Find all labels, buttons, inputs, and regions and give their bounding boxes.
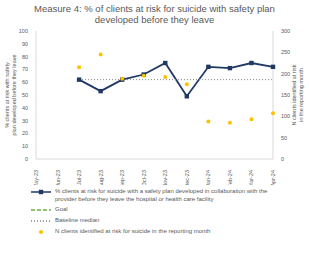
- svg-text:Oct-23: Oct-23: [141, 170, 147, 185]
- html-text:Baseline median: Baseline median: [55, 217, 100, 223]
- svg-text:100: 100: [19, 28, 28, 34]
- svg-text:200: 200: [281, 71, 290, 77]
- svg-text:N clients identified at riskin: N clients identified at riskin the repor…: [291, 64, 301, 125]
- svg-text:90: 90: [22, 41, 28, 47]
- svg-text:% clients at risk with safetyp: % clients at risk with safetyplan develo…: [8, 54, 17, 135]
- svg-text:0: 0: [281, 156, 284, 162]
- svg-text:100: 100: [281, 113, 290, 119]
- svg-text:80: 80: [22, 54, 28, 60]
- svg-text:Mar-24: Mar-24: [248, 170, 254, 185]
- svg-text:30: 30: [22, 118, 28, 124]
- svg-text:Nov-23: Nov-23: [162, 170, 168, 185]
- svg-text:20: 20: [22, 130, 28, 136]
- svg-text:Jun-23: Jun-23: [55, 170, 61, 185]
- svg-text:Jul-23: Jul-23: [76, 170, 82, 185]
- html-text:Measure 4: % of clients at ris: Measure 4: % of clients at risk for suic…: [34, 3, 275, 25]
- html-text:N clients identified at risk f: N clients identified at risk for suicide…: [55, 228, 211, 234]
- svg-text:250: 250: [281, 49, 290, 55]
- svg-text:Jan-24: Jan-24: [205, 170, 211, 185]
- svg-text:May-23: May-23: [33, 170, 39, 185]
- html-text:% clients at risk for suicide: % clients at risk for suicide with a saf…: [55, 188, 268, 202]
- svg-text:Feb-24: Feb-24: [227, 170, 233, 185]
- svg-text:Sep-23: Sep-23: [119, 170, 125, 185]
- svg-text:10: 10: [22, 143, 28, 149]
- svg-text:50: 50: [281, 135, 287, 141]
- svg-text:Aug-23: Aug-23: [98, 170, 104, 185]
- svg-text:60: 60: [22, 79, 28, 85]
- svg-text:150: 150: [281, 92, 290, 98]
- html-text:Goal: Goal: [55, 206, 68, 212]
- svg-text:50: 50: [22, 92, 28, 98]
- svg-text:0: 0: [25, 156, 28, 162]
- svg-text:70: 70: [22, 66, 28, 72]
- svg-text:40: 40: [22, 105, 28, 111]
- svg-text:300: 300: [281, 28, 290, 34]
- svg-text:Dec-23: Dec-23: [184, 170, 190, 185]
- svg-text:Apr-24: Apr-24: [270, 170, 276, 185]
